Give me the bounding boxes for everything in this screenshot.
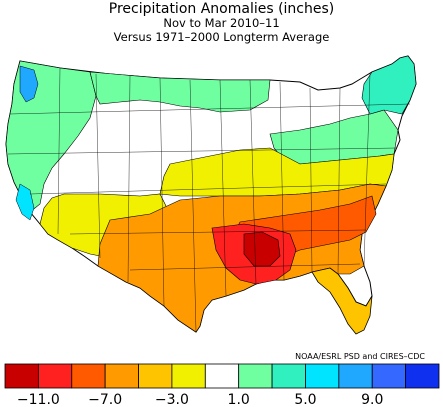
region-washington-blue <box>19 65 39 103</box>
legend-swatch <box>171 363 206 389</box>
map-baseline-note: Versus 1971–2000 Longterm Average <box>113 30 330 44</box>
region-central-plains-dry <box>159 147 395 197</box>
region-driest-core <box>243 231 281 267</box>
color-legend: −11.0 −7.0 −3.0 1.0 5.0 9.0 <box>4 363 440 407</box>
legend-swatch <box>104 363 139 389</box>
legend-swatch <box>305 363 340 389</box>
legend-swatch <box>371 363 407 389</box>
legend-tick-label: −11.0 <box>17 392 60 407</box>
legend-swatch <box>138 363 173 389</box>
legend-tick-label: −7.0 <box>88 392 122 407</box>
legend-swatch <box>4 363 39 389</box>
region-northeast-wet <box>361 55 417 115</box>
legend-swatch <box>405 363 440 389</box>
legend-swatch <box>37 363 73 389</box>
legend-swatch <box>71 363 106 389</box>
region-california-coast-cyan <box>15 183 35 221</box>
legend-tick-label: 5.0 <box>294 392 316 407</box>
legend-swatch <box>238 363 273 389</box>
division-lines <box>7 67 411 333</box>
legend-swatch <box>204 363 240 389</box>
legend-swatch <box>271 363 306 389</box>
legend-tick-label: −3.0 <box>155 392 189 407</box>
region-north-plains-wet <box>89 71 271 113</box>
legend-swatches <box>4 363 440 389</box>
region-florida <box>311 267 373 335</box>
data-credit: NOAA/ESRL PSD and CIRES–CDC <box>295 352 425 361</box>
legend-swatch <box>338 363 373 389</box>
legend-tick-label: 9.0 <box>361 392 383 407</box>
map-title: Precipitation Anomalies (inches) <box>108 1 335 17</box>
anomaly-map <box>5 55 417 335</box>
map-subtitle: Nov to Mar 2010–11 <box>163 16 280 30</box>
legend-tick-label: 1.0 <box>228 392 250 407</box>
legend-tick-labels: −11.0 −7.0 −3.0 1.0 5.0 9.0 <box>17 392 383 407</box>
